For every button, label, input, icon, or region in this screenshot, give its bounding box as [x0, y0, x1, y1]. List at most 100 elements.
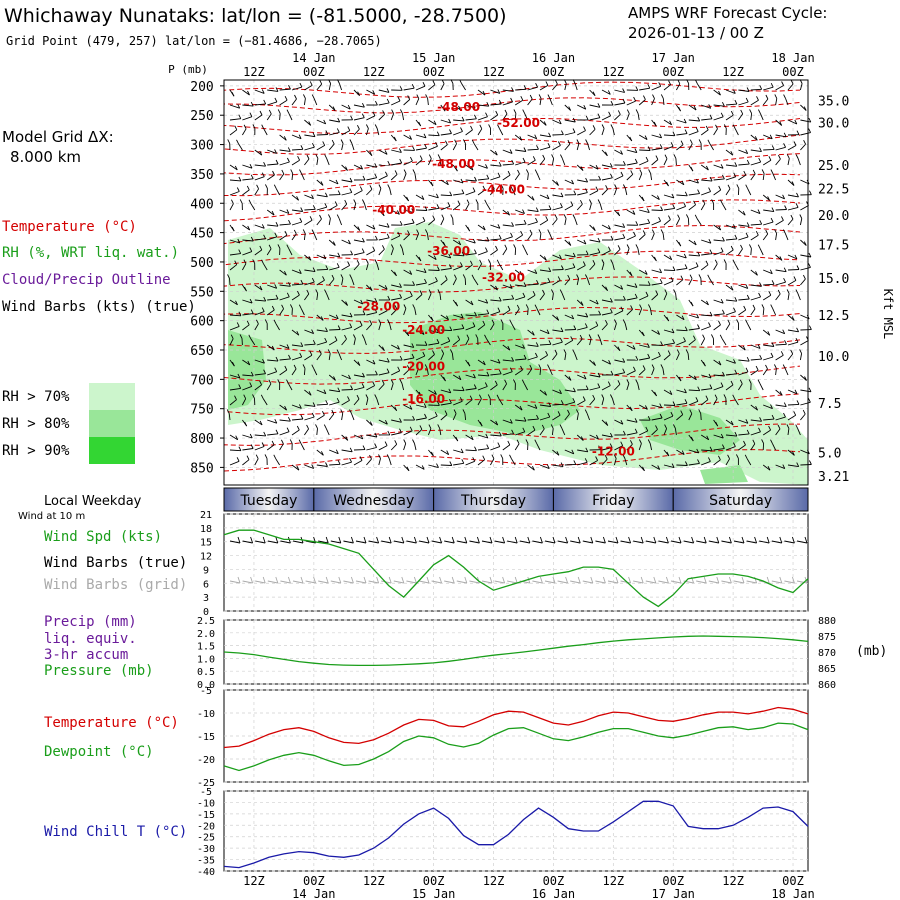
wind-barb-flag	[277, 109, 281, 114]
wind-barb	[787, 314, 795, 321]
wind-barb-flag	[644, 270, 648, 275]
wind-barb-flag	[632, 345, 636, 350]
wind-barb	[688, 254, 700, 257]
wind-barb	[589, 239, 601, 243]
wind-barb-flag	[597, 334, 601, 339]
wind-barb	[614, 149, 623, 155]
wind-barb-flag	[231, 226, 235, 232]
wind-barb-flag	[748, 379, 752, 384]
wind-barb-flag	[672, 204, 676, 209]
wind-barb-flag	[560, 327, 564, 332]
wind-barb-flag	[425, 94, 429, 99]
wind-barb-flag	[799, 214, 803, 219]
wind-barb	[564, 401, 575, 406]
wind-barb	[341, 326, 352, 331]
wind-barb	[341, 374, 351, 380]
wind-barb	[738, 298, 750, 301]
wind-barb-flag	[793, 276, 797, 281]
wind-barb	[762, 159, 772, 166]
wind-barb-flag	[592, 394, 596, 400]
wind-barb-flag	[372, 381, 376, 386]
wind-barb	[301, 173, 305, 181]
wind-barb-flag	[311, 94, 315, 99]
wind-barb	[775, 194, 785, 200]
wind-barb-flag	[365, 124, 369, 129]
wind-barb	[279, 358, 291, 361]
wind-barb	[527, 98, 533, 106]
wind-barb-flag	[261, 442, 265, 447]
wind-barb	[391, 235, 400, 241]
wind-barb	[576, 413, 579, 421]
wind-barb	[576, 434, 584, 441]
wind-barb	[663, 342, 675, 346]
wind-barb-flag	[620, 171, 624, 177]
wind-barb	[366, 419, 373, 426]
wind-barb-flag	[448, 118, 452, 124]
weekday-label-4: Saturday	[709, 493, 772, 509]
wind-barb-flag	[520, 230, 524, 236]
grid-barb	[670, 580, 682, 584]
wind-barb-flag	[509, 184, 513, 189]
wind-barb	[490, 323, 495, 331]
wind-barb-flag	[299, 217, 303, 223]
wind-barb-flag	[485, 433, 489, 439]
wind-barb-flag	[470, 165, 474, 171]
wind-barb	[564, 389, 576, 393]
wind-barb-flag	[646, 208, 650, 213]
wind-barb-flag	[739, 379, 743, 385]
wind-barb	[341, 130, 351, 136]
p-tick-750: 750	[190, 403, 213, 418]
wind-barb-flag	[336, 263, 340, 268]
wind-barb	[589, 263, 596, 271]
wind-barb	[229, 387, 241, 391]
wind-barb	[279, 134, 287, 141]
wind-barb-flag	[572, 397, 576, 403]
wind-barb-flag	[683, 118, 687, 124]
wind-barb-flag	[658, 82, 662, 87]
bottom-time-tick-8: 12Z	[722, 874, 744, 888]
wind-barb-flag	[535, 82, 539, 88]
wind-barb	[242, 299, 253, 304]
wind-barb-flag	[311, 364, 315, 369]
wind-barb-flag	[681, 450, 685, 455]
wind-barb	[403, 357, 415, 361]
wind-barb	[326, 293, 330, 301]
wind-barb	[254, 188, 259, 196]
wind-barb	[304, 146, 315, 151]
wind-barb	[700, 399, 709, 406]
grid-barb	[784, 580, 795, 584]
wind-barb-flag	[300, 279, 304, 285]
wind-barb-flag	[472, 322, 476, 327]
wind-barb	[688, 104, 697, 111]
wind-barb-flag	[666, 316, 670, 322]
wind-barb	[539, 134, 551, 138]
wind-barb-flag	[286, 379, 289, 384]
wind-barb-flag	[374, 173, 378, 178]
wind-barb	[800, 374, 807, 381]
wind-barb-flag	[558, 254, 562, 260]
wind-barb	[651, 85, 661, 91]
wind-barb-flag	[622, 88, 626, 93]
wind-barb	[291, 134, 302, 140]
wind-barb-flag	[286, 292, 290, 298]
wind-barb-flag	[598, 175, 602, 181]
wind-barb-flag	[635, 221, 639, 226]
wind-barb	[390, 209, 400, 215]
weekday-label-2: Thursday	[460, 493, 526, 509]
wind-barb	[291, 233, 297, 241]
wind-barb	[799, 353, 803, 361]
wind-barb-flag	[243, 259, 247, 264]
panel-frame	[223, 790, 809, 872]
wind-barb	[663, 464, 675, 469]
top-day-tick-2: 16 Jan	[532, 51, 575, 65]
wind-barb	[440, 414, 448, 421]
wind-barb	[527, 294, 536, 301]
wind-barb-flag	[740, 244, 743, 250]
wind-barb-flag	[746, 87, 750, 92]
wind-barb-flag	[730, 380, 734, 386]
wind-barb-flag	[560, 462, 564, 467]
wind-barb	[341, 192, 352, 196]
wind-barb-flag	[620, 285, 624, 290]
wind-barb	[304, 269, 316, 273]
wind-barb-flag	[718, 225, 722, 231]
